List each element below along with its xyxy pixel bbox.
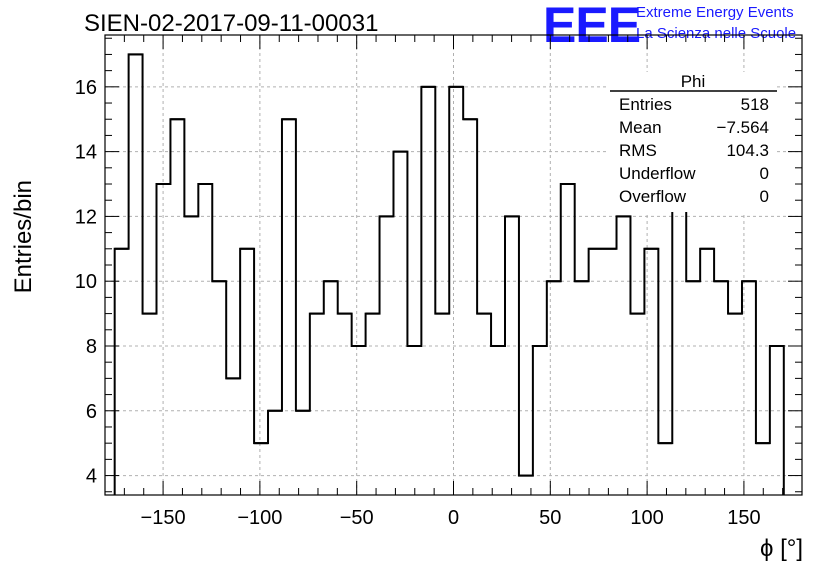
y-tick-label: 12	[75, 206, 97, 228]
y-tick-label: 16	[75, 77, 97, 99]
logo-line-2: La Scienza nelle Scuole	[636, 25, 797, 42]
chart-title: SIEN-02-2017-09-11-00031	[84, 10, 379, 37]
stats-box: Phi Entries 518 Mean −7.564 RMS 104.3 Un…	[607, 72, 777, 212]
stats-label-underflow: Underflow	[619, 164, 696, 183]
x-tick-label: 100	[630, 507, 663, 529]
stats-value-mean: −7.564	[717, 118, 769, 137]
stats-value-rms: 104.3	[726, 141, 769, 160]
histogram-bins	[114, 53, 784, 477]
stats-label-mean: Mean	[619, 118, 662, 137]
logo-line-1: Extreme Energy Events	[636, 4, 794, 21]
y-axis-title: Entries/bin	[10, 180, 37, 293]
x-tick-label: −100	[237, 507, 282, 529]
stats-title: Phi	[681, 72, 706, 91]
x-tick-label: −150	[141, 507, 186, 529]
stats-value-overflow: 0	[760, 187, 769, 206]
x-tick-label: 0	[448, 507, 459, 529]
eee-logo-mark: EEE	[543, 0, 641, 53]
x-tick-label: 150	[727, 507, 760, 529]
x-tick-label: 50	[539, 507, 561, 529]
axis-ticks	[104, 35, 803, 495]
y-tick-label: 4	[86, 466, 97, 488]
y-tick-label: 14	[75, 142, 97, 164]
stats-value-underflow: 0	[760, 164, 769, 183]
y-tick-label: 8	[86, 336, 97, 358]
stats-value-entries: 518	[741, 95, 769, 114]
stats-label-rms: RMS	[619, 141, 657, 160]
x-tick-label: −50	[340, 507, 374, 529]
y-tick-label: 10	[75, 271, 97, 293]
stats-label-entries: Entries	[619, 95, 672, 114]
stats-label-overflow: Overflow	[619, 187, 687, 206]
tick-labels: −150 −100 −50 0 50 100 150 4 6 8 10 12 14 16	[75, 77, 761, 529]
x-axis-title: ϕ [°]	[760, 535, 803, 562]
y-tick-label: 6	[86, 401, 97, 423]
